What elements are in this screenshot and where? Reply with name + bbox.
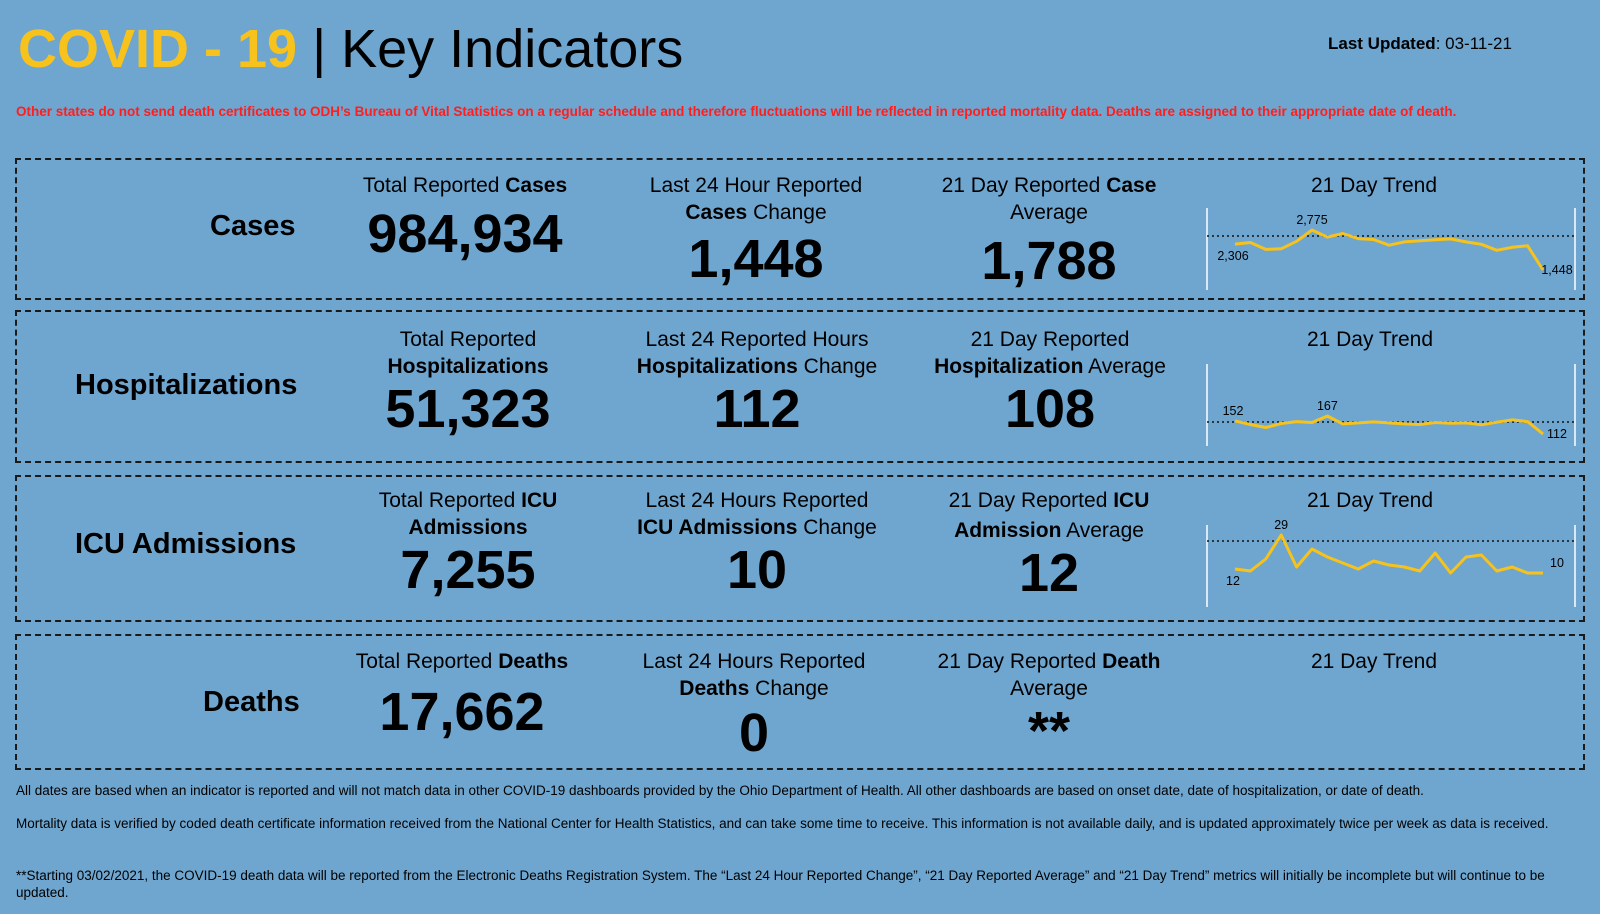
hosp-trend-line [1234,414,1544,436]
icu-change-caption: Last 24 Hours Reported ICU Admissions Cha… [637,489,877,539]
icu-total-caption: Total Reported ICU Admissions [378,489,558,539]
hosp-total-cell: Total Reported Hospitalizations 51,323 [323,326,613,438]
row-label-hospitalizations: Hospitalizations [75,369,298,401]
cases-avg-value: 1,788 [981,231,1117,291]
deaths-panel: Deaths Total Reported Deaths 17,662 Last… [15,634,1585,770]
hosp-avg-caption: 21 Day Reported Hospitalization Average [934,328,1166,378]
hosp-change-cell: Last 24 Reported Hours Hospitalizations C… [612,326,902,438]
cases-panel: Cases Total Reported Cases 984,934 Last … [15,158,1585,300]
deaths-total-caption: Total Reported Deaths [355,650,569,673]
mortality-warning: Other states do not send death certifica… [16,104,1457,119]
hosp-total-caption: Total Reported Hospitalizations [387,328,549,378]
hosp-trend-sparkline: 152 167 112 [1206,364,1576,446]
deaths-total-value: 17,662 [379,682,545,742]
title-rest: Key Indicators [341,19,684,79]
icu-avg-caption: 21 Day Reported ICU Admission Average [948,489,1150,542]
cases-trend-last-label: 1,448 [1541,263,1572,277]
hosp-trend-first-label: 152 [1223,404,1244,418]
title-highlight: COVID - 19 [18,19,298,79]
deaths-avg-caption: 21 Day Reported Death Average [937,650,1161,700]
cases-change-value: 1,448 [688,229,824,289]
cases-total-cell: Total Reported Cases 984,934 [320,172,610,263]
footnote-edrs: **Starting 03/02/2021, the COVID-19 deat… [16,868,1545,900]
last-updated: Last Updated: 03-11-21 [1328,34,1512,54]
hosp-total-value: 51,323 [385,379,551,439]
hosp-change-value: 112 [713,379,801,439]
cases-trend-sparkline: 2,306 2,775 1,448 [1206,208,1576,290]
hosp-trend-title: 21 Day Trend [1306,328,1434,351]
footnote-mortality: Mortality data is verified by coded deat… [16,816,1549,831]
hosp-trend-peak-label: 167 [1317,399,1338,413]
icu-trend-sparkline: 12 29 10 [1206,518,1576,607]
deaths-trend-title: 21 Day Trend [1310,650,1438,673]
icu-trend-title: 21 Day Trend [1306,489,1434,512]
cases-total-caption: Total Reported Cases [362,174,568,197]
cases-total-value: 984,934 [367,204,563,264]
cases-avg-caption: 21 Day Reported Case Average [941,174,1157,224]
deaths-change-caption: Last 24 Hours Reported Deaths Change [642,650,866,700]
cases-trend-peak-label: 2,775 [1296,213,1327,227]
icu-trend-first-label: 12 [1226,574,1240,588]
last-updated-label: Last Updated [1328,34,1436,53]
page-title: COVID - 19 | Key Indicators [18,18,683,80]
cases-change-caption: Last 24 Hour Reported Cases Change [649,174,863,224]
hospitalizations-panel: Hospitalizations Total Reported Hospitali… [15,310,1585,463]
icu-trend-last-label: 10 [1550,556,1564,570]
cases-change-cell: Last 24 Hour Reported Cases Change 1,448 [611,172,901,288]
hosp-avg-cell: 21 Day Reported Hospitalization Average 1… [904,326,1196,438]
icu-total-value: 7,255 [400,540,536,600]
icu-panel: ICU Admissions Total Reported ICU Admissi… [15,475,1585,622]
icu-total-cell: Total Reported ICU Admissions 7,255 [323,487,613,599]
deaths-avg-value: ** [1027,701,1071,761]
row-label-cases: Cases [210,210,296,242]
deaths-change-cell: Last 24 Hours Reported Deaths Change 0 [609,648,899,762]
icu-change-value: 10 [726,540,788,600]
cases-avg-cell: 21 Day Reported Case Average 1,788 [904,172,1194,290]
title-separator: | [297,19,342,79]
row-label-deaths: Deaths [203,686,300,718]
icu-avg-cell: 21 Day Reported ICU Admission Average 12 [904,487,1194,602]
hosp-trend-last-label: 112 [1547,427,1567,441]
hosp-change-caption: Last 24 Reported Hours Hospitalizations C… [636,328,878,378]
row-label-icu: ICU Admissions [75,528,297,560]
icu-trend-peak-label: 29 [1274,518,1288,532]
cases-trend-first-label: 2,306 [1217,249,1248,263]
footnote-dates: All dates are based when an indicator is… [16,783,1424,798]
deaths-avg-cell: 21 Day Reported Death Average ** [904,648,1194,760]
deaths-total-cell: Total Reported Deaths 17,662 [317,648,607,741]
last-updated-value: : 03-11-21 [1435,34,1512,53]
hosp-avg-value: 108 [1004,379,1096,439]
deaths-change-value: 0 [738,703,770,763]
cases-trend-title: 21 Day Trend [1310,174,1438,197]
icu-change-cell: Last 24 Hours Reported ICU Admissions Cha… [612,487,902,599]
icu-avg-value: 12 [1018,543,1080,603]
